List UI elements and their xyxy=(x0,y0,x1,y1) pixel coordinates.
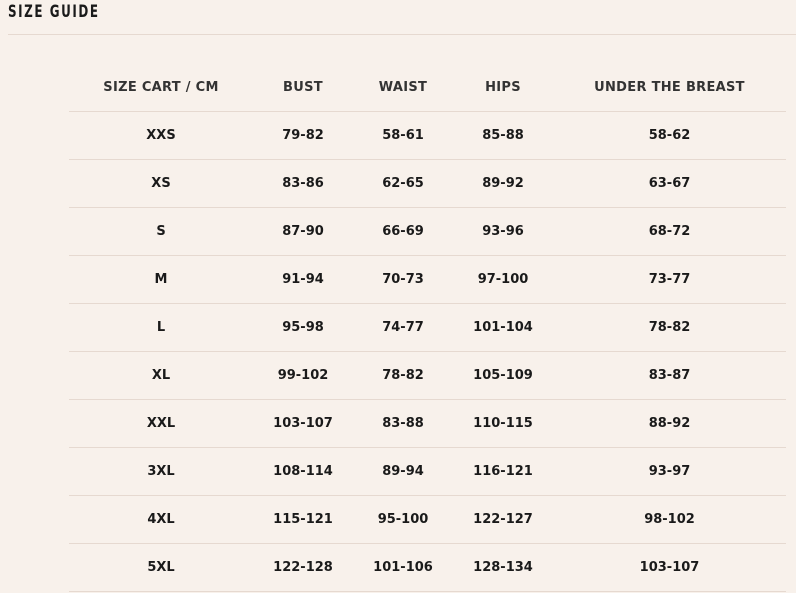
cell-under-the-breast: 58-62 xyxy=(553,111,786,160)
cell-bust: 99-102 xyxy=(253,351,353,400)
table-row: S 87-90 66-69 93-96 68-72 xyxy=(69,207,786,256)
cell-waist: 101-106 xyxy=(353,543,453,592)
cell-hips: 128-134 xyxy=(453,543,553,592)
cell-waist: 74-77 xyxy=(353,303,453,352)
cell-size: S xyxy=(69,207,253,256)
cell-size: XS xyxy=(69,159,253,208)
cell-hips: 93-96 xyxy=(453,207,553,256)
column-header-size: SIZE CART / CM xyxy=(69,64,253,112)
cell-bust: 91-94 xyxy=(253,255,353,304)
cell-hips: 97-100 xyxy=(453,255,553,304)
cell-waist: 78-82 xyxy=(353,351,453,400)
cell-size: L xyxy=(69,303,253,352)
cell-bust: 95-98 xyxy=(253,303,353,352)
cell-under-the-breast: 78-82 xyxy=(553,303,786,352)
column-header-bust: BUST xyxy=(253,64,353,112)
table-row: XXL 103-107 83-88 110-115 88-92 xyxy=(69,399,786,448)
cell-hips: 116-121 xyxy=(453,447,553,496)
cell-under-the-breast: 83-87 xyxy=(553,351,786,400)
cell-hips: 89-92 xyxy=(453,159,553,208)
cell-bust: 87-90 xyxy=(253,207,353,256)
cell-hips: 110-115 xyxy=(453,399,553,448)
column-header-hips: HIPS xyxy=(453,64,553,112)
cell-waist: 70-73 xyxy=(353,255,453,304)
size-guide-table: SIZE CART / CM BUST WAIST HIPS UNDER THE BRE… xyxy=(69,64,786,592)
cell-under-the-breast: 73-77 xyxy=(553,255,786,304)
cell-under-the-breast: 68-72 xyxy=(553,207,786,256)
table-row: L 95-98 74-77 101-104 78-82 xyxy=(69,303,786,352)
table-row: M 91-94 70-73 97-100 73-77 xyxy=(69,255,786,304)
table-row: 5XL 122-128 101-106 128-134 103-107 xyxy=(69,543,786,592)
cell-under-the-breast: 103-107 xyxy=(553,543,786,592)
cell-bust: 108-114 xyxy=(253,447,353,496)
cell-under-the-breast: 63-67 xyxy=(553,159,786,208)
cell-waist: 66-69 xyxy=(353,207,453,256)
cell-under-the-breast: 93-97 xyxy=(553,447,786,496)
cell-size: XXS xyxy=(69,111,253,160)
cell-under-the-breast: 98-102 xyxy=(553,495,786,544)
table-row: XL 99-102 78-82 105-109 83-87 xyxy=(69,351,786,400)
table-header-row: SIZE CART / CM BUST WAIST HIPS UNDER THE BRE… xyxy=(69,64,786,112)
cell-bust: 122-128 xyxy=(253,543,353,592)
divider xyxy=(8,34,796,35)
cell-hips: 105-109 xyxy=(453,351,553,400)
cell-waist: 95-100 xyxy=(353,495,453,544)
cell-size: XL xyxy=(69,351,253,400)
cell-size: 5XL xyxy=(69,543,253,592)
cell-bust: 83-86 xyxy=(253,159,353,208)
table-row: 3XL 108-114 89-94 116-121 93-97 xyxy=(69,447,786,496)
table-row: XXS 79-82 58-61 85-88 58-62 xyxy=(69,111,786,160)
cell-hips: 101-104 xyxy=(453,303,553,352)
cell-waist: 62-65 xyxy=(353,159,453,208)
cell-waist: 58-61 xyxy=(353,111,453,160)
cell-waist: 83-88 xyxy=(353,399,453,448)
cell-size: 4XL xyxy=(69,495,253,544)
page-title: SIZE GUIDE xyxy=(8,2,100,22)
cell-bust: 103-107 xyxy=(253,399,353,448)
cell-size: XXL xyxy=(69,399,253,448)
table-row: 4XL 115-121 95-100 122-127 98-102 xyxy=(69,495,786,544)
cell-bust: 79-82 xyxy=(253,111,353,160)
cell-hips: 122-127 xyxy=(453,495,553,544)
cell-size: 3XL xyxy=(69,447,253,496)
cell-size: M xyxy=(69,255,253,304)
cell-bust: 115-121 xyxy=(253,495,353,544)
cell-under-the-breast: 88-92 xyxy=(553,399,786,448)
table-row: XS 83-86 62-65 89-92 63-67 xyxy=(69,159,786,208)
column-header-under-the-breast: UNDER THE BREAST xyxy=(553,64,786,112)
cell-hips: 85-88 xyxy=(453,111,553,160)
column-header-waist: WAIST xyxy=(353,64,453,112)
cell-waist: 89-94 xyxy=(353,447,453,496)
